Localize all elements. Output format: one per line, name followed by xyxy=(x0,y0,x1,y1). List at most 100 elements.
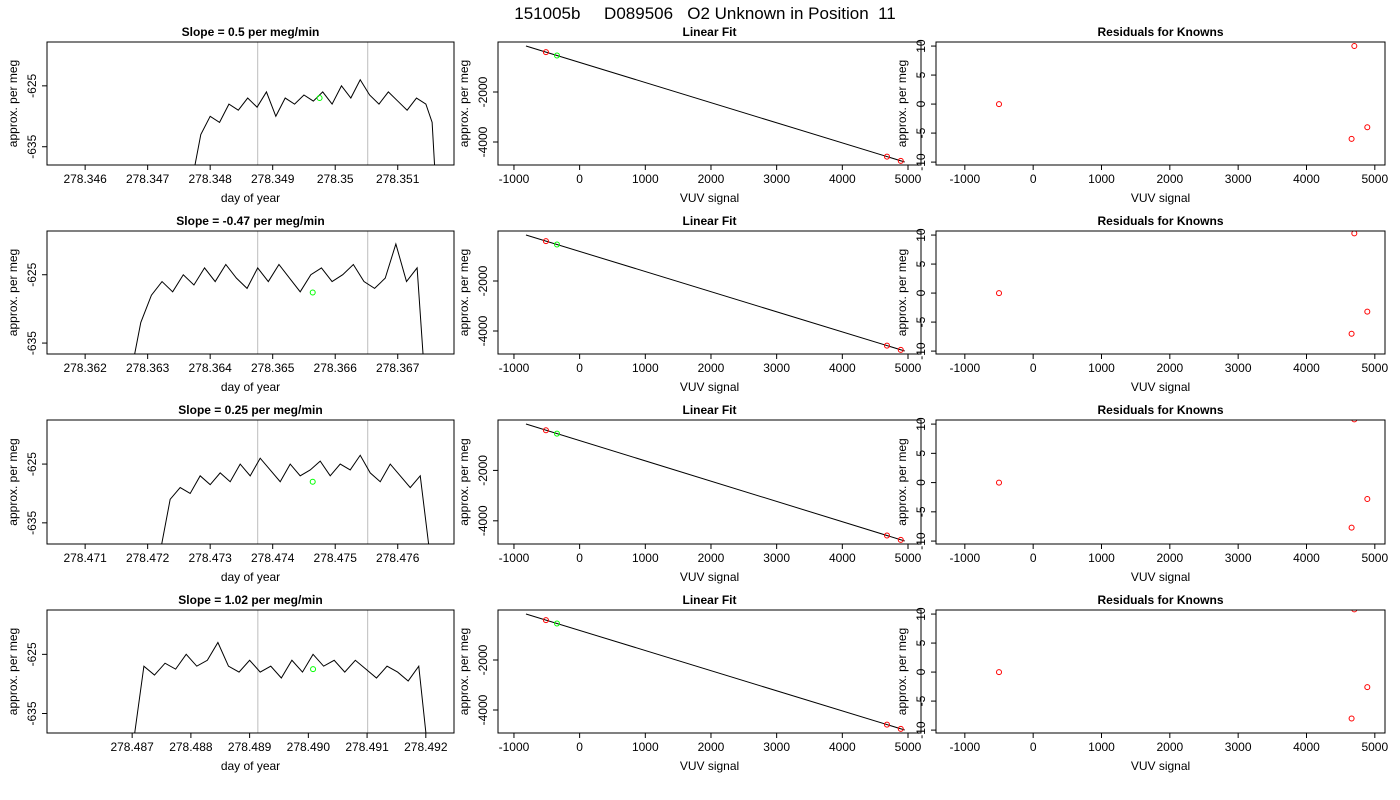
plot-area xyxy=(194,42,436,165)
highlight-point xyxy=(309,478,316,485)
point xyxy=(1348,715,1355,722)
x-tick-label: 4000 xyxy=(1293,740,1320,754)
x-tick-label: 0 xyxy=(576,361,583,375)
plot-area xyxy=(525,613,905,732)
plot-area xyxy=(134,610,427,733)
point xyxy=(883,532,890,539)
panel-title: Residuals for Knowns xyxy=(1097,25,1223,39)
panel: Slope = 0.5 per meg/min day of year approx… xyxy=(6,25,455,205)
x-tick-label: 5000 xyxy=(1361,172,1388,186)
x-tick-label: 278.489 xyxy=(228,740,272,754)
trace-line xyxy=(161,454,430,544)
x-tick-label: 278.348 xyxy=(188,172,232,186)
y-tick-label: -2000 xyxy=(476,76,490,107)
point xyxy=(1364,684,1371,691)
x-tick-label: 1000 xyxy=(632,361,659,375)
point xyxy=(883,342,890,349)
x-tick-label: 4000 xyxy=(1293,172,1320,186)
point xyxy=(542,427,549,434)
point xyxy=(1364,495,1371,502)
point xyxy=(1351,43,1358,50)
point xyxy=(542,617,549,624)
fit-line xyxy=(525,45,905,163)
x-tick-label: 2000 xyxy=(698,740,725,754)
x-tick-label: 278.351 xyxy=(376,172,420,186)
x-tick-label: 278.349 xyxy=(251,172,295,186)
x-tick-label: 5000 xyxy=(1361,740,1388,754)
point xyxy=(897,725,904,732)
x-tick-label: 278.365 xyxy=(251,361,295,375)
point xyxy=(897,346,904,353)
y-tick-label: -10 xyxy=(914,153,928,171)
plot-area xyxy=(996,610,1371,722)
plot-area xyxy=(525,45,905,164)
x-tick-label: 3000 xyxy=(1225,361,1252,375)
panel: Residuals for Knowns VUV signal approx. pe… xyxy=(895,593,1388,773)
x-tick-label: 278.364 xyxy=(188,361,232,375)
point xyxy=(1348,524,1355,531)
y-axis-label: approx. per meg xyxy=(895,438,909,525)
y-axis-label: approx. per meg xyxy=(457,249,471,336)
y-tick-label: -4000 xyxy=(476,126,490,157)
panel: Linear Fit VUV signal approx. per meg -1000… xyxy=(457,403,922,584)
x-tick-label: 3000 xyxy=(763,551,790,565)
point xyxy=(1364,124,1371,131)
plot-frame xyxy=(935,41,1386,166)
panel-title: Linear Fit xyxy=(682,403,736,417)
plot-frame xyxy=(497,419,922,545)
x-tick-label: 3000 xyxy=(1225,551,1252,565)
y-tick-label: 0 xyxy=(914,479,928,486)
plot-area xyxy=(996,231,1371,337)
trace-line xyxy=(134,242,424,354)
y-tick-label: 5 xyxy=(914,450,928,457)
y-tick-label: 5 xyxy=(914,639,928,646)
plot-area xyxy=(996,43,1371,142)
plot-frame xyxy=(497,609,922,734)
y-tick-label: -2000 xyxy=(476,455,490,486)
y-tick-label: -2000 xyxy=(476,265,490,296)
x-tick-label: 278.367 xyxy=(376,361,420,375)
point xyxy=(883,153,890,160)
point xyxy=(996,479,1003,486)
x-tick-label: -1000 xyxy=(949,172,980,186)
point xyxy=(1351,420,1358,423)
x-tick-label: 3000 xyxy=(763,740,790,754)
x-tick-label: 278.362 xyxy=(63,361,107,375)
x-tick-label: 0 xyxy=(1030,361,1037,375)
y-axis-label: approx. per meg xyxy=(6,249,20,336)
y-tick-label: -10 xyxy=(914,532,928,550)
x-tick-label: 0 xyxy=(576,740,583,754)
x-tick-label: 4000 xyxy=(1293,361,1320,375)
x-axis-label: VUV signal xyxy=(1131,570,1190,584)
panel: Linear Fit VUV signal approx. per meg -1000… xyxy=(457,214,922,394)
panel-title: Linear Fit xyxy=(682,593,736,607)
x-tick-label: 5000 xyxy=(895,740,922,754)
point xyxy=(996,101,1003,108)
plot-frame xyxy=(935,230,1386,355)
x-axis-label: day of year xyxy=(221,380,280,394)
x-tick-label: 5000 xyxy=(895,361,922,375)
point xyxy=(897,157,904,164)
x-axis-label: day of year xyxy=(221,570,280,584)
plot-area xyxy=(161,420,430,544)
plot-frame xyxy=(46,609,455,734)
x-tick-label: 5000 xyxy=(895,551,922,565)
plot-frame xyxy=(935,609,1386,734)
y-axis-label: approx. per meg xyxy=(6,628,20,715)
x-axis-label: VUV signal xyxy=(1131,380,1190,394)
panel-title: Residuals for Knowns xyxy=(1097,593,1223,607)
panel: Linear Fit VUV signal approx. per meg -1000… xyxy=(457,593,922,773)
y-axis-label: approx. per meg xyxy=(457,628,471,715)
x-tick-label: 278.490 xyxy=(287,740,331,754)
y-tick-label: 10 xyxy=(914,607,928,621)
fit-line xyxy=(525,613,905,731)
y-tick-label: -5 xyxy=(914,506,928,517)
point xyxy=(1364,308,1371,315)
x-tick-label: 0 xyxy=(1030,551,1037,565)
panel: Slope = 0.25 per meg/min day of year appro… xyxy=(6,403,455,584)
x-tick-label: 3000 xyxy=(1225,172,1252,186)
y-tick-label: 10 xyxy=(914,228,928,242)
panel: Residuals for Knowns VUV signal approx. pe… xyxy=(895,214,1388,394)
x-axis-label: day of year xyxy=(221,759,280,773)
